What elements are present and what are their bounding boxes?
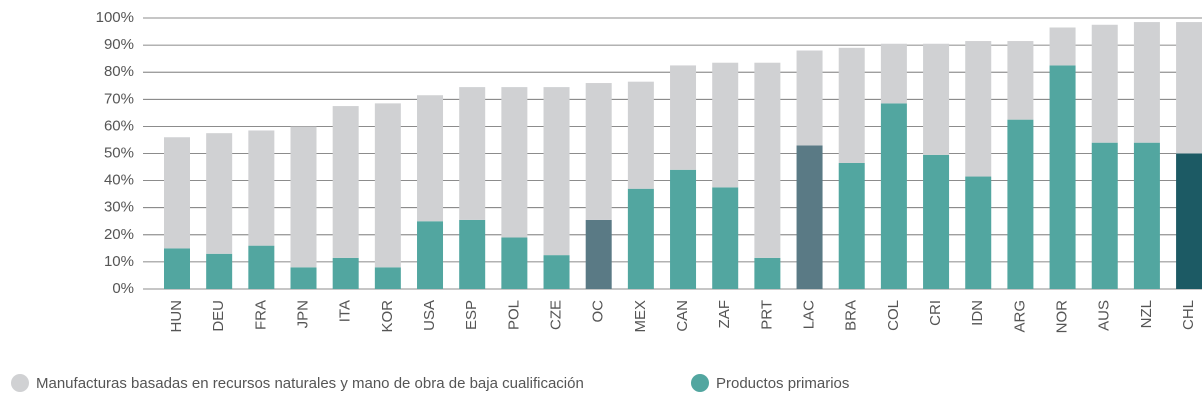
- x-tick-label: COL: [885, 300, 902, 331]
- bar-segment: [585, 219, 612, 289]
- bar-segment: [543, 87, 570, 256]
- bar-segment: [880, 103, 907, 290]
- bar-segment: [1176, 153, 1202, 289]
- x-tick-label: OC: [590, 300, 607, 323]
- bar-segment: [290, 126, 317, 268]
- bar-segment: [332, 106, 359, 258]
- bar-segment: [164, 137, 190, 249]
- x-tick-label: CAN: [674, 300, 691, 332]
- y-tick-label: 30%: [104, 199, 134, 216]
- x-tick-label: ITA: [337, 300, 354, 322]
- bar-segment: [754, 257, 781, 289]
- x-tick-label: CHL: [1180, 300, 1197, 330]
- bar-segment: [712, 187, 739, 289]
- bar-segment: [754, 62, 781, 258]
- y-tick-label: 10%: [104, 253, 134, 270]
- bar-segment: [670, 169, 697, 289]
- bar-segment: [880, 43, 907, 104]
- bar-segment: [459, 219, 486, 289]
- bar-segment: [838, 47, 865, 163]
- x-tick-label: AUS: [1096, 300, 1113, 331]
- x-tick-label: CRI: [927, 300, 944, 326]
- bar-segment: [796, 145, 823, 289]
- x-tick-label: POL: [505, 300, 522, 330]
- legend-swatch: [11, 374, 29, 392]
- x-tick-label: BRA: [843, 300, 860, 331]
- bar-segment: [627, 81, 654, 189]
- bar-segment: [290, 267, 317, 289]
- bar-segment: [1049, 65, 1076, 289]
- bar-segment: [965, 41, 992, 177]
- y-tick-label: 100%: [96, 9, 134, 26]
- y-tick-label: 80%: [104, 63, 134, 80]
- bar-segment: [1176, 22, 1202, 154]
- y-tick-label: 60%: [104, 117, 134, 134]
- bar-segment: [965, 176, 992, 289]
- bar-segment: [374, 267, 401, 289]
- legend-swatch: [691, 374, 709, 392]
- x-tick-label: HUN: [168, 300, 185, 333]
- bar-segment: [923, 43, 950, 155]
- bar-segment: [796, 50, 823, 146]
- x-tick-label: IDN: [969, 300, 986, 326]
- y-tick-label: 70%: [104, 90, 134, 107]
- x-tick-label: NZL: [1138, 300, 1155, 328]
- x-tick-label: ZAF: [716, 300, 733, 328]
- bar-segment: [712, 62, 739, 188]
- bar-segment: [332, 257, 359, 289]
- y-tick-label: 0%: [112, 280, 134, 297]
- x-tick-label: NOR: [1054, 300, 1071, 334]
- bar-segment: [1091, 142, 1118, 289]
- bar-segment: [459, 87, 486, 220]
- x-tick-label: MEX: [632, 300, 649, 333]
- y-tick-label: 20%: [104, 226, 134, 243]
- y-tick-label: 40%: [104, 172, 134, 189]
- bar-segment: [627, 188, 654, 289]
- x-tick-label: PRT: [758, 300, 775, 330]
- x-tick-label: LAC: [801, 300, 818, 329]
- x-tick-label: FRA: [252, 300, 269, 330]
- bar-segment: [838, 162, 865, 289]
- bar-segment: [1049, 27, 1076, 66]
- bar-segment: [543, 255, 570, 289]
- bar-segment: [585, 83, 612, 220]
- x-tick-label: ARG: [1011, 300, 1028, 333]
- x-tick-label: ESP: [463, 300, 480, 330]
- bar-segment: [1007, 41, 1034, 120]
- bar-segment: [206, 133, 233, 254]
- bar-segment: [206, 253, 233, 289]
- x-tick-label: USA: [421, 300, 438, 331]
- bar-segment: [1091, 24, 1118, 143]
- bar-segment: [501, 87, 528, 238]
- x-tick-label: DEU: [210, 300, 227, 332]
- legend-label: Manufacturas basadas en recursos natural…: [36, 375, 584, 392]
- bar-segment: [923, 154, 950, 289]
- bar-segment: [417, 221, 444, 289]
- bar-segment: [164, 248, 190, 289]
- bar-segment: [670, 65, 697, 170]
- y-tick-label: 90%: [104, 36, 134, 53]
- bar-segment: [501, 237, 528, 289]
- x-tick-label: KOR: [379, 300, 396, 333]
- bar-segment: [1007, 119, 1034, 289]
- bar-segment: [1133, 142, 1160, 289]
- legend-label: Productos primarios: [716, 375, 849, 392]
- y-tick-label: 50%: [104, 144, 134, 161]
- bar-segment: [1133, 22, 1160, 143]
- bar-segment: [248, 245, 275, 289]
- bar-segment: [374, 103, 401, 268]
- bar-segment: [248, 130, 275, 246]
- x-tick-label: JPN: [294, 300, 311, 328]
- x-tick-label: CZE: [547, 300, 564, 330]
- bar-segment: [417, 95, 444, 222]
